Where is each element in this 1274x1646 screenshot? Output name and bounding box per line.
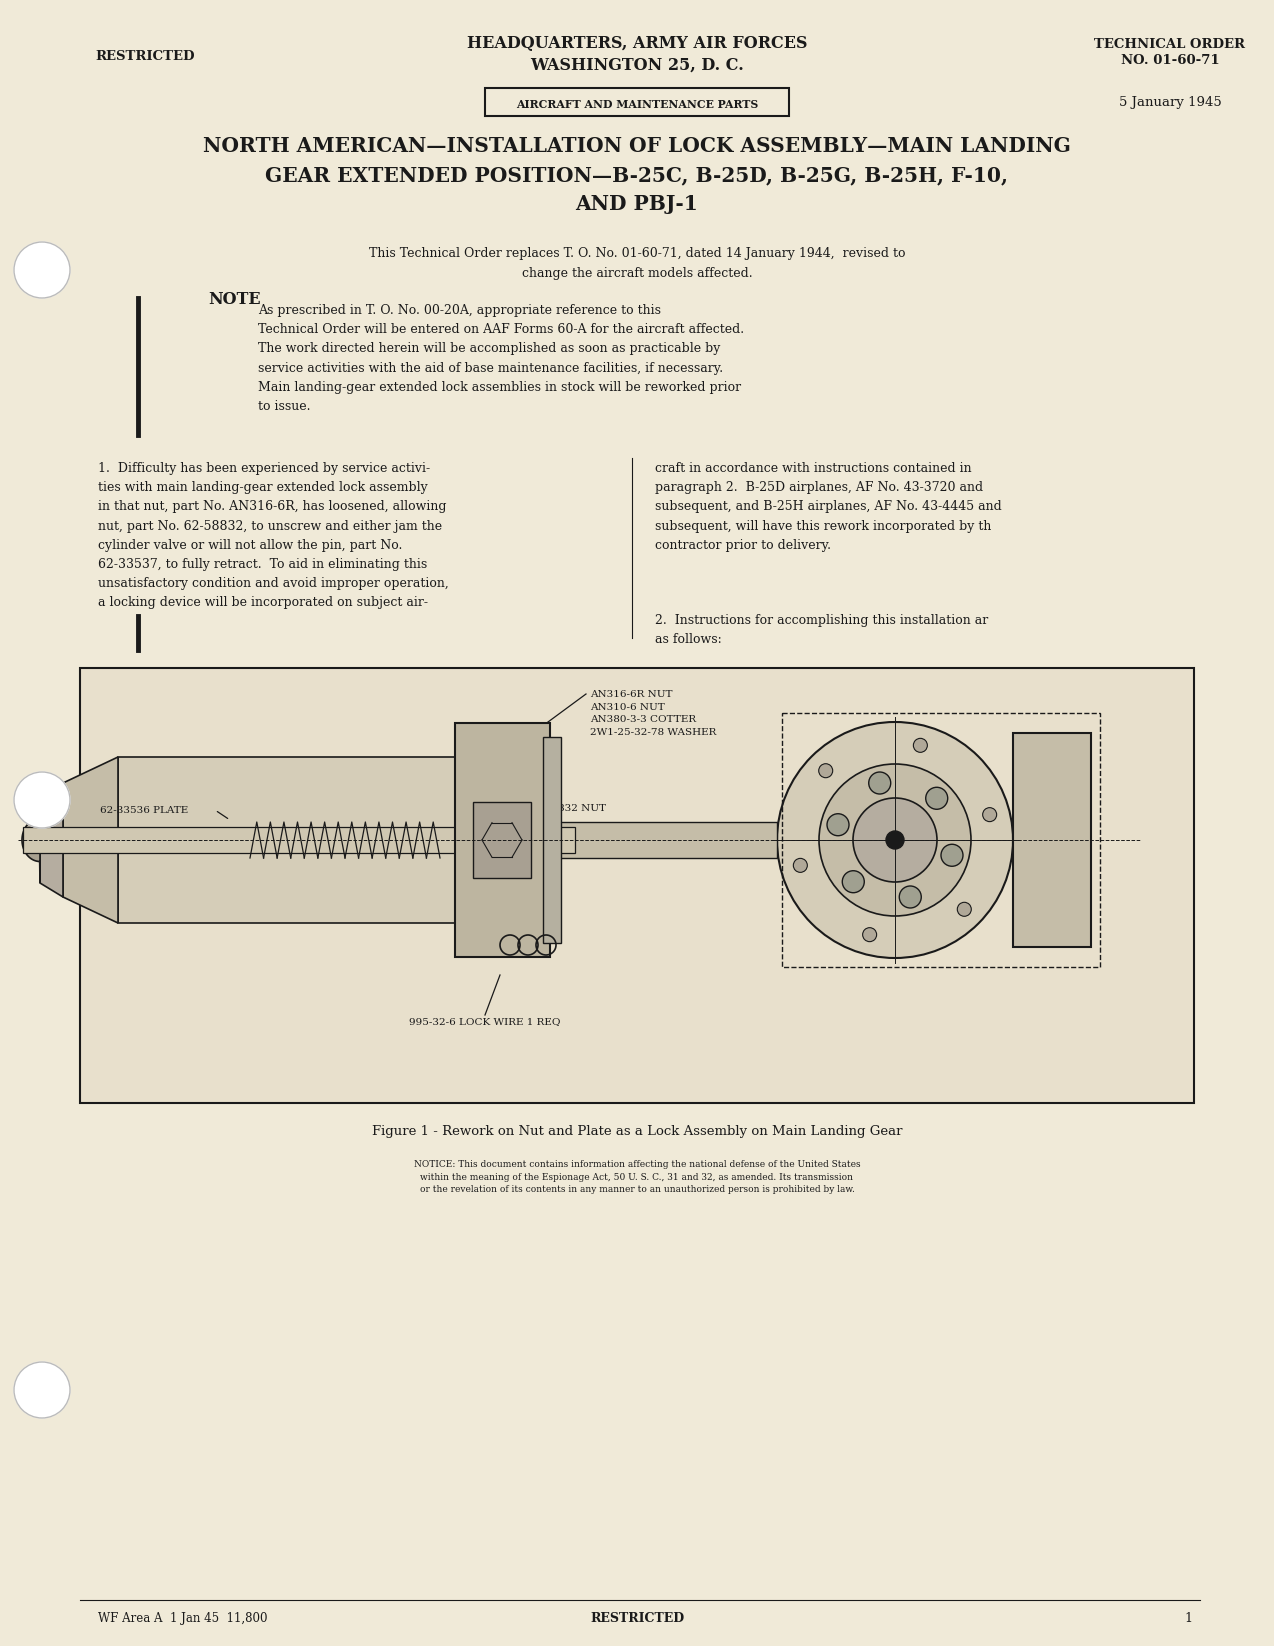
Circle shape (14, 1361, 70, 1417)
Circle shape (794, 858, 808, 872)
Circle shape (842, 871, 864, 892)
Text: 1: 1 (1184, 1611, 1192, 1625)
Text: Figure 1 - Rework on Nut and Plate as a Lock Assembly on Main Landing Gear: Figure 1 - Rework on Nut and Plate as a … (372, 1124, 902, 1137)
Polygon shape (39, 783, 62, 897)
Circle shape (819, 764, 833, 777)
Text: WF Area A  1 Jan 45  11,800: WF Area A 1 Jan 45 11,800 (98, 1611, 268, 1625)
Text: GEAR EXTENDED POSITION—B-25C, B-25D, B-25G, B-25H, F-10,: GEAR EXTENDED POSITION—B-25C, B-25D, B-2… (265, 165, 1009, 184)
Text: NOTICE: This document contains information affecting the national defense of the: NOTICE: This document contains informati… (414, 1160, 860, 1193)
Text: NOTE: NOTE (208, 291, 261, 308)
Text: 5 January 1945: 5 January 1945 (1119, 95, 1222, 109)
FancyBboxPatch shape (485, 87, 789, 115)
Text: 62-33536 PLATE: 62-33536 PLATE (99, 805, 189, 815)
Text: 62-58832 NUT: 62-58832 NUT (527, 803, 606, 813)
Circle shape (854, 798, 936, 882)
Bar (543, 737, 561, 943)
Circle shape (982, 808, 996, 821)
Circle shape (957, 902, 971, 917)
Text: 1.  Difficulty has been experienced by service activi-
ties with main landing-ge: 1. Difficulty has been experienced by se… (98, 463, 448, 609)
Text: RESTRICTED: RESTRICTED (96, 49, 195, 63)
Polygon shape (22, 797, 39, 882)
Bar (23, 826, 575, 853)
Circle shape (899, 886, 921, 909)
Bar (455, 723, 550, 956)
Polygon shape (62, 757, 118, 923)
Text: 995-32-6 LOCK WIRE 1 REQ: 995-32-6 LOCK WIRE 1 REQ (409, 1017, 561, 1027)
Circle shape (862, 928, 877, 942)
Circle shape (819, 764, 971, 917)
Text: NO. 01-60-71: NO. 01-60-71 (1121, 54, 1219, 67)
Bar (782, 713, 1099, 966)
Circle shape (885, 831, 905, 849)
Circle shape (913, 739, 927, 752)
Text: TECHNICAL ORDER: TECHNICAL ORDER (1094, 38, 1246, 51)
Text: WASHINGTON 25, D. C.: WASHINGTON 25, D. C. (530, 58, 744, 74)
Text: AN316-6R NUT
AN310-6 NUT
AN380-3-3 COTTER
2W1-25-32-78 WASHER: AN316-6R NUT AN310-6 NUT AN380-3-3 COTTE… (590, 690, 716, 736)
Text: RESTRICTED: RESTRICTED (590, 1611, 684, 1625)
Bar (473, 802, 531, 877)
Circle shape (941, 844, 963, 866)
Circle shape (926, 787, 948, 810)
Text: AIRCRAFT AND MAINTENANCE PARTS: AIRCRAFT AND MAINTENANCE PARTS (516, 99, 758, 110)
Text: As prescribed in T. O. No. 00-20A, appropriate reference to this
Technical Order: As prescribed in T. O. No. 00-20A, appro… (259, 305, 744, 413)
Text: This Technical Order replaces T. O. No. 01-60-71, dated 14 January 1944,  revise: This Technical Order replaces T. O. No. … (368, 247, 906, 280)
Circle shape (869, 772, 891, 793)
Circle shape (14, 772, 70, 828)
Bar (118, 757, 490, 923)
Bar (1013, 732, 1091, 946)
Bar (550, 821, 777, 858)
Text: NORTH AMERICAN—INSTALLATION OF LOCK ASSEMBLY—MAIN LANDING: NORTH AMERICAN—INSTALLATION OF LOCK ASSE… (203, 137, 1071, 156)
Text: HEADQUARTERS, ARMY AIR FORCES: HEADQUARTERS, ARMY AIR FORCES (466, 35, 808, 53)
Bar (80, 668, 1194, 1103)
Text: 2.  Instructions for accomplishing this installation ar
as follows:: 2. Instructions for accomplishing this i… (655, 614, 989, 647)
Text: AND PBJ-1: AND PBJ-1 (576, 194, 698, 214)
Circle shape (14, 242, 70, 298)
Circle shape (827, 813, 848, 836)
Circle shape (777, 723, 1013, 958)
Text: craft in accordance with instructions contained in
paragraph 2.  B-25D airplanes: craft in accordance with instructions co… (655, 463, 1001, 551)
